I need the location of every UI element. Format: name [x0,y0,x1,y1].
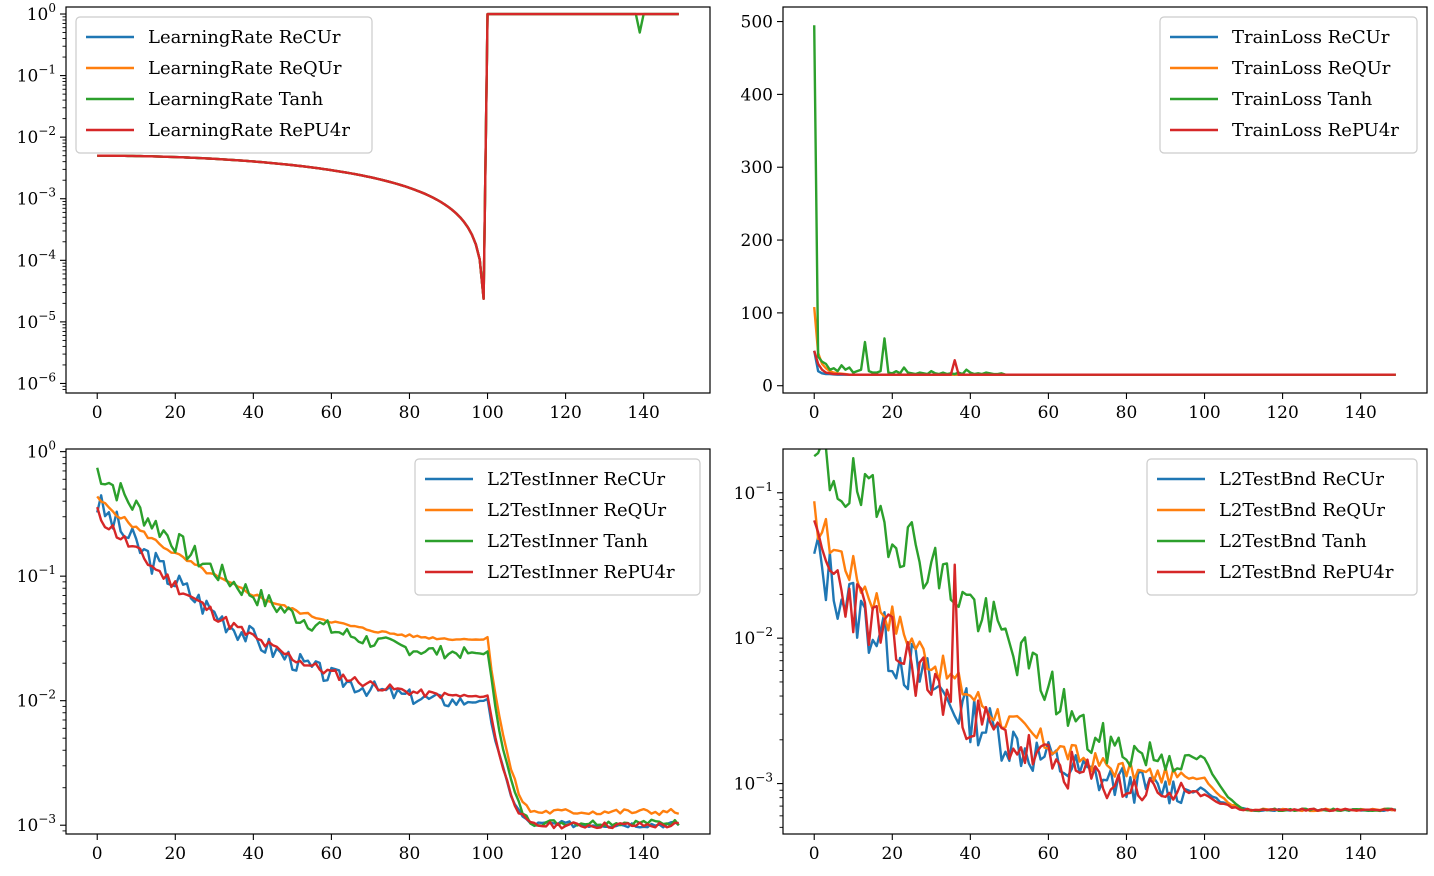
legend: L2TestInner ReCUr L2TestInner ReQUr L2Test… [414,458,701,596]
x-tick-label: 0 [92,403,103,423]
x-tick-label: 100 [1188,844,1220,864]
y-tick-label: 10−5 [17,309,56,333]
legend-label-RePU4r: TrainLoss RePU4r [1232,120,1399,141]
legend: LearningRate ReCUr LearningRate ReQUr Lear… [75,16,373,154]
y-tick-label: 10−1 [734,480,773,504]
x-tick-label: 40 [243,844,265,864]
x-tick-label: 20 [881,403,903,423]
legend: TrainLoss ReCUr TrainLoss ReQUr TrainLoss … [1159,16,1418,154]
y-tick-label: 100 [741,304,773,324]
x-tick-label: 20 [881,844,903,864]
y-tick-label: 10−3 [734,771,773,795]
legend-label-Tanh: LearningRate Tanh [148,89,324,110]
x-tick-label: 0 [809,403,820,423]
legend-label-ReCUr: L2TestInner ReCUr [487,469,666,490]
legend-label-ReQUr: TrainLoss ReQUr [1232,58,1391,79]
y-tick-label: 100 [27,1,56,25]
x-tick-label: 60 [1038,403,1060,423]
y-tick-label: 10−1 [17,563,56,587]
chart-loss: 0 20 40 60 80 100 120 140 0 100 200 300 400 500 TrainL… [741,6,1428,423]
series-line-bnd-RePU4r [813,520,1397,813]
legend-label-ReQUr: L2TestInner ReQUr [487,500,667,521]
y-tick-label: 300 [741,158,773,178]
y-tick-label: 10−3 [17,186,56,210]
x-tick-label: 140 [1344,844,1376,864]
series-line-loss-ReQUr [813,306,1396,376]
x-tick-label: 60 [1038,844,1060,864]
x-tick-label: 100 [1188,403,1220,423]
x-tick-label: 40 [960,844,982,864]
x-tick-label: 120 [1266,844,1298,864]
y-tick-label: 0 [762,377,773,397]
x-tick-label: 60 [321,403,343,423]
legend-label-ReCUr: LearningRate ReCUr [148,27,341,48]
y-tick-label: 10−3 [17,812,56,836]
legend-label-ReQUr: L2TestBnd ReQUr [1219,500,1385,521]
y-tick-label: 10−2 [17,124,56,148]
y-tick-label: 10−2 [734,625,773,649]
x-tick-label: 100 [471,403,503,423]
x-tick-label: 20 [164,844,186,864]
x-tick-label: 80 [1116,403,1138,423]
x-tick-label: 0 [92,844,103,864]
x-tick-label: 80 [399,403,421,423]
chart-inner: 0 20 40 60 80 100 120 140 100 10−1 10−2 10−3 L2TestI… [17,439,711,864]
legend-label-RePU4r: L2TestInner RePU4r [487,562,675,583]
axes-frame [65,6,711,394]
legend-label-Tanh: TrainLoss Tanh [1232,89,1373,110]
legend-label-Tanh: L2TestBnd Tanh [1219,531,1367,552]
x-tick-label: 40 [243,403,265,423]
y-tick-label: 400 [741,85,773,105]
series-line-lr-RePU4r [97,12,679,300]
x-tick-label: 140 [1344,403,1376,423]
x-tick-label: 120 [549,844,581,864]
y-tick-label: 10−1 [17,63,56,87]
x-tick-label: 140 [627,844,659,864]
x-tick-label: 20 [164,403,186,423]
axes-frame [782,6,1428,394]
x-tick-label: 120 [549,403,581,423]
x-tick-label: 80 [1116,844,1138,864]
legend-label-ReCUr: TrainLoss ReCUr [1232,27,1390,48]
legend-label-Tanh: L2TestInner Tanh [487,531,648,552]
y-tick-label: 10−2 [17,688,56,712]
series-line-loss-RePU4r [813,350,1396,376]
y-tick-label: 10−4 [17,247,57,271]
x-tick-label: 0 [809,844,820,864]
x-tick-label: 60 [321,844,343,864]
series-line-inner-RePU4r [96,506,679,830]
x-tick-label: 140 [627,403,659,423]
y-tick-label: 100 [27,439,56,463]
axes-frame [782,448,1428,835]
chart-lr: 0 20 40 60 80 100 120 140 100 10−1 10−2 10−3 10−4 10−… [17,1,711,423]
legend-label-ReCUr: L2TestBnd ReCUr [1219,469,1384,490]
x-tick-label: 120 [1266,403,1298,423]
y-tick-label: 200 [741,231,773,251]
chart-bnd: 0 20 40 60 80 100 120 140 10−1 10−2 10−3 L2TestBnd … [734,448,1428,864]
legend-label-ReQUr: LearningRate ReQUr [148,58,342,79]
legend-box [1146,458,1418,596]
legend-box [1159,16,1418,154]
x-tick-label: 80 [399,844,421,864]
series-line-inner-Tanh [96,467,680,828]
x-tick-label: 100 [471,844,503,864]
legend: L2TestBnd ReCUr L2TestBnd ReQUr L2TestBnd … [1146,458,1418,596]
legend-box [414,458,701,596]
y-tick-label: 10−6 [17,370,56,394]
y-tick-label: 500 [741,13,773,33]
series-line-inner-ReQUr [96,495,680,817]
legend-box [75,16,373,154]
legend-label-RePU4r: L2TestBnd RePU4r [1219,562,1394,583]
legend-label-RePU4r: LearningRate RePU4r [148,120,350,141]
x-tick-label: 40 [960,403,982,423]
